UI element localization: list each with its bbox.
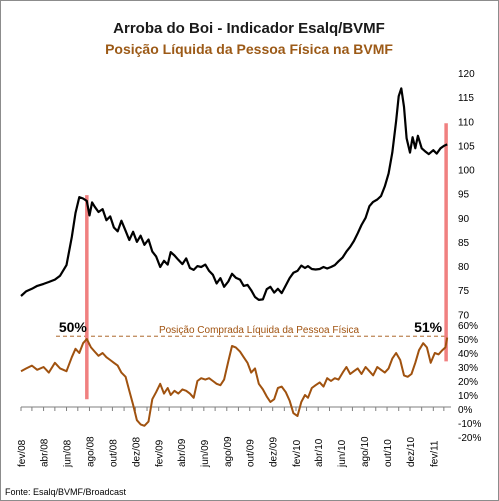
y-tick-upper: 90: [458, 214, 470, 225]
y-tick-upper: 105: [458, 141, 475, 152]
y-tick-upper: 120: [458, 69, 475, 80]
y-tick-lower: 50%: [458, 335, 478, 346]
source-note: Fonte: Esalq/BVMF/Broadcast: [5, 487, 127, 497]
y-tick-lower: -10%: [458, 419, 481, 430]
price-line: [20, 87, 448, 301]
y-tick-upper: 75: [458, 286, 470, 297]
x-tick-label: ago/10: [360, 436, 371, 467]
y-tick-lower: 20%: [458, 377, 478, 388]
x-tick-label: dez/09: [269, 437, 280, 467]
x-tick-label: out/08: [108, 439, 119, 467]
chart-title: Arroba do Boi - Indicador Esalq/BVMF: [113, 20, 385, 37]
callout-label: 51%: [414, 319, 443, 335]
chart-subtitle: Posição Líquida da Pessoa Física na BVMF: [105, 41, 393, 57]
y-tick-lower: 10%: [458, 391, 478, 402]
x-tick-label: abr/09: [177, 438, 188, 467]
x-tick-label: dez/08: [131, 437, 142, 467]
x-tick-label: out/10: [383, 439, 394, 467]
series-lines: [20, 87, 449, 427]
x-tick-label: abr/10: [314, 438, 325, 467]
y-tick-upper: 80: [458, 262, 470, 273]
y-tick-lower: 60%: [458, 321, 478, 332]
y-tick-upper: 70: [458, 310, 470, 321]
y-tick-lower: 40%: [458, 349, 478, 360]
x-tick-label: jun/09: [200, 439, 211, 468]
axes: 70 75 80 85 90 95 100 105 110 115 120 -20% -10% 0% 10%…: [17, 69, 481, 468]
annotation-label: Posição Comprada Líquida da Pessoa Físic…: [159, 325, 360, 336]
highlight-bars: [85, 123, 448, 400]
y-tick-upper: 115: [458, 93, 474, 104]
x-tick-label: ago/09: [223, 436, 234, 467]
x-tick-label: out/09: [246, 439, 257, 467]
position-line: [20, 337, 449, 427]
y-tick-upper: 95: [458, 190, 470, 201]
y-tick-upper: 85: [458, 238, 470, 249]
x-tick-label: fev/08: [17, 439, 28, 467]
x-tick-label: fev/11: [429, 440, 440, 467]
y-tick-upper: 100: [458, 166, 475, 177]
y-tick-lower: 0%: [458, 405, 473, 416]
y-tick-lower: 30%: [458, 363, 478, 374]
x-tick-label: fev/10: [292, 439, 303, 467]
x-tick-label: jun/08: [63, 439, 74, 468]
x-tick-label: dez/10: [406, 437, 417, 467]
x-tick-label: jun/10: [337, 439, 348, 468]
callout-label: 50%: [59, 319, 88, 335]
reference-line-group: Posição Comprada Líquida da Pessoa Físic…: [56, 325, 446, 337]
x-tick-label: ago/08: [85, 436, 96, 467]
x-tick-label: fev/09: [155, 439, 166, 467]
y-tick-lower: -20%: [458, 433, 481, 444]
callout-labels: 50% 51%: [59, 319, 443, 335]
y-tick-upper: 110: [458, 117, 474, 128]
x-tick-label: abr/08: [40, 438, 51, 467]
